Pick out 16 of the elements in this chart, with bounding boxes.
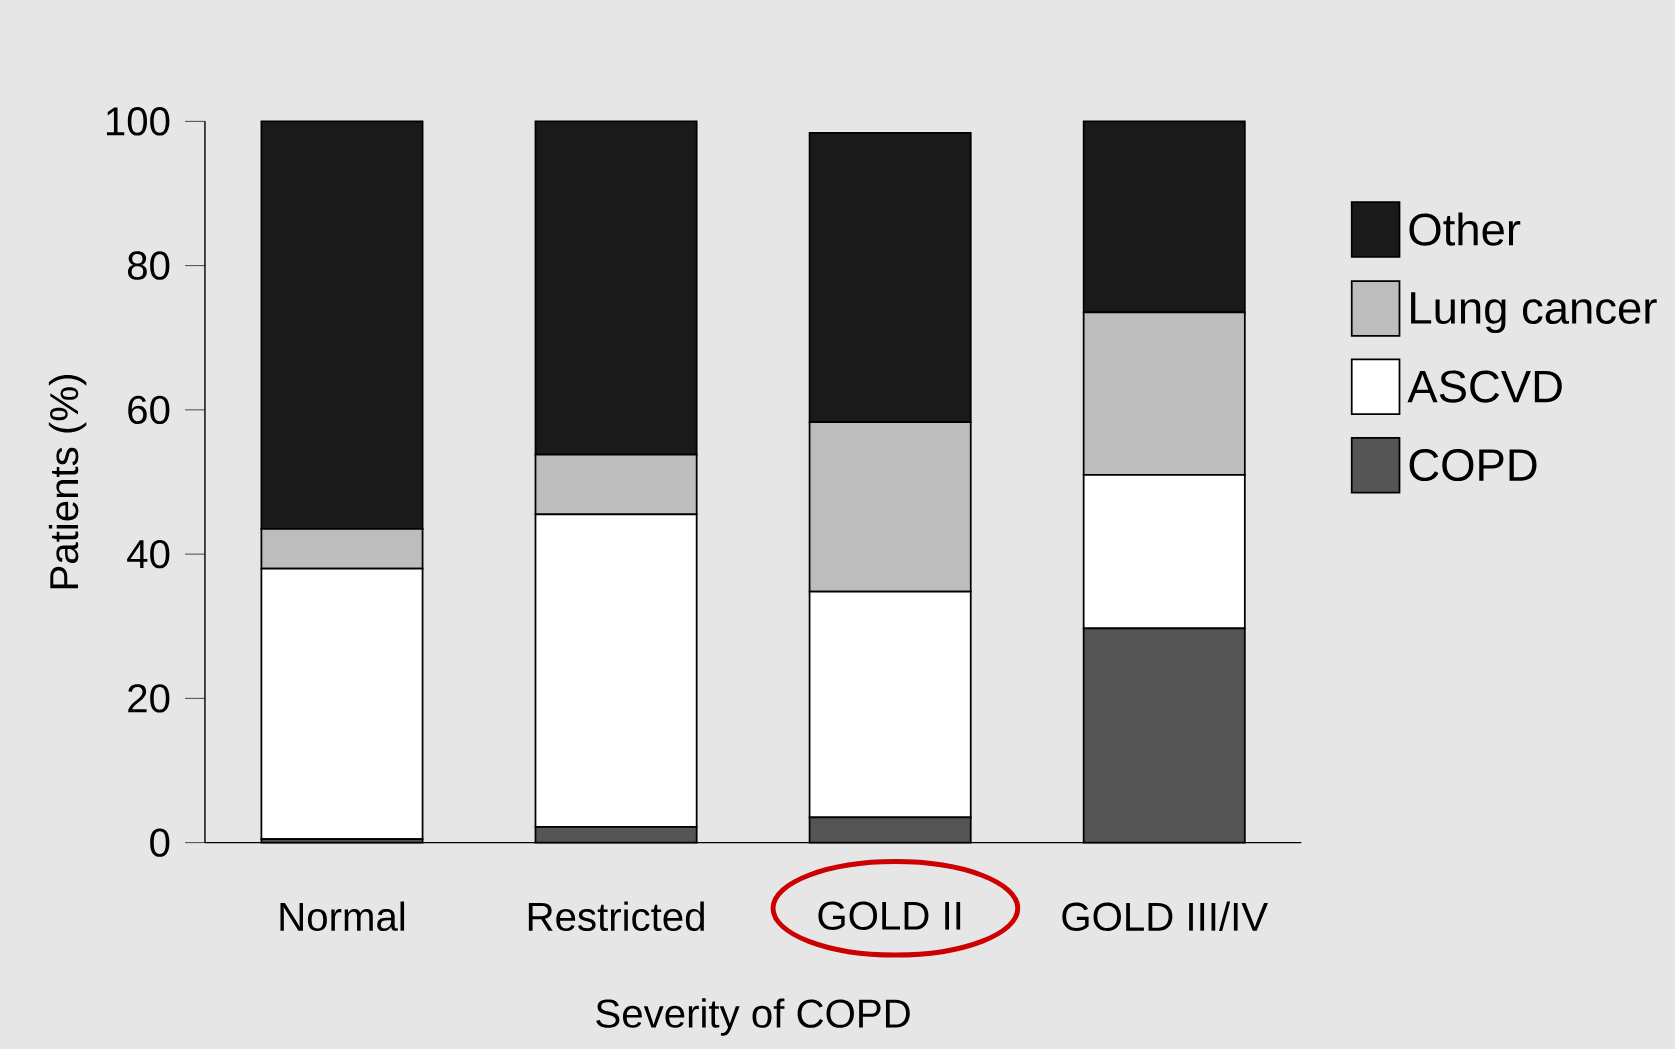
- legend-label: Other: [1409, 212, 1521, 246]
- x-tick-label: Normal: [280, 901, 405, 931]
- x-tick-label: GOLD II: [818, 901, 961, 930]
- x-tick-label: GOLD III/IV: [1062, 901, 1268, 931]
- y-tick-label: 20: [128, 684, 170, 713]
- legend-label: COPD: [1409, 448, 1537, 481]
- y-tick-label: 80: [127, 251, 170, 280]
- y-tick-label: 0: [150, 828, 170, 857]
- y-tick-label: 100: [106, 107, 170, 136]
- x-tick-label: Restricted: [528, 901, 704, 931]
- x-axis-title: Severity of COPD: [596, 998, 910, 1036]
- y-tick-label: 40: [127, 539, 170, 569]
- y-tick-label: 60: [128, 395, 170, 424]
- y-axis-title: Patients (%): [48, 374, 87, 589]
- legend-label: Lung cancer: [1411, 292, 1657, 333]
- legend-label: ASCVD: [1407, 370, 1562, 403]
